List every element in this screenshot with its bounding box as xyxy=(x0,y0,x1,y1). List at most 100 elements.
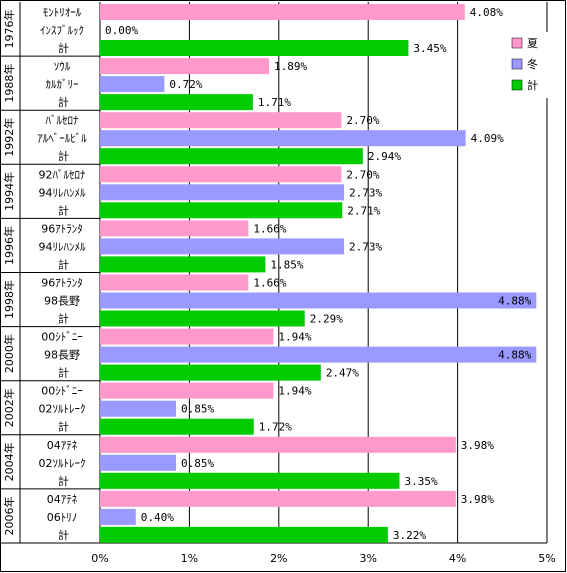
bar-total xyxy=(100,526,388,543)
year-label: 2000年 xyxy=(2,334,16,373)
data-label: 4.09% xyxy=(471,132,504,145)
bar-category-label: ｱﾙﾍﾞｰﾙﾋﾞﾙ xyxy=(37,132,87,145)
bar-category-label: 98長野 xyxy=(44,295,80,308)
category-labels: 1976年 ﾓﾝﾄﾘｵｰﾙ ｲﾝｽﾌﾞﾙｯｸ 計 1988年 ｿｳﾙ ｶﾙｶﾞﾘｰ 計 1992… xyxy=(2,6,87,542)
data-label: 0.72% xyxy=(169,78,202,91)
year-label: 1988年 xyxy=(2,64,16,103)
bar-category-label: 02ｿﾙﾄﾚｰｸ xyxy=(39,403,86,416)
x-tick-label: 2% xyxy=(270,552,287,565)
bar-category-label: 96ｱﾄﾗﾝﾀ xyxy=(41,222,83,235)
bar-category-label: ｿｳﾙ xyxy=(54,60,71,73)
bar-category-label: 06ﾄﾘﾉ xyxy=(47,511,78,524)
bar-category-label: 94ﾘﾚﾊﾝﾒﾙ xyxy=(39,240,86,253)
bar-total xyxy=(100,472,400,489)
bar-total xyxy=(100,364,321,381)
bar-total xyxy=(100,256,266,273)
data-label: 1.71% xyxy=(258,96,291,109)
bar-category-label: 計 xyxy=(58,474,69,488)
year-label: 1992年 xyxy=(2,118,16,157)
x-tick-label: 5% xyxy=(538,552,555,565)
bars xyxy=(100,4,537,543)
bar-summer xyxy=(100,274,249,291)
bar-summer xyxy=(100,112,342,129)
bar-category-label: 00ｼﾄﾞﾆｰ xyxy=(41,385,83,398)
bar-category-label: 計 xyxy=(58,312,69,326)
data-label: 3.22% xyxy=(393,529,426,542)
bar-category-label: 計 xyxy=(58,257,69,271)
data-label: 3.98% xyxy=(461,493,494,506)
data-label: 1.89% xyxy=(274,60,307,73)
bar-total xyxy=(100,202,343,219)
bar-category-label: 94ﾘﾚﾊﾝﾒﾙ xyxy=(39,186,86,199)
data-label: 2.70% xyxy=(346,114,379,127)
data-label: 3.35% xyxy=(404,475,437,488)
legend: 夏冬計 xyxy=(508,32,553,98)
bar-category-label: 00ｼﾄﾞﾆｰ xyxy=(41,331,83,344)
bar-summer xyxy=(100,328,274,345)
bar-winter xyxy=(100,184,345,201)
year-label: 1996年 xyxy=(2,226,16,265)
bar-winter xyxy=(100,76,165,93)
data-labels: 4.08% 0.00% 3.45% 1.89% 0.72% 1.71% 2.70% 4.09%… xyxy=(105,6,532,542)
bar-winter xyxy=(100,508,136,525)
data-label: 2.70% xyxy=(346,168,379,181)
bar-category-label: 計 xyxy=(58,95,69,109)
data-label: 3.98% xyxy=(461,439,494,452)
legend-label: 冬 xyxy=(527,57,538,71)
data-label: 2.94% xyxy=(368,150,401,163)
bar-summer xyxy=(100,490,456,507)
data-label: 2.73% xyxy=(349,186,382,199)
bar-winter xyxy=(100,130,466,147)
bar-category-label: 計 xyxy=(58,366,69,380)
data-label: 0.85% xyxy=(181,403,214,416)
legend-label: 計 xyxy=(527,78,538,92)
bar-summer xyxy=(100,166,342,183)
bar-winter xyxy=(100,238,345,255)
bar-total xyxy=(100,94,253,111)
bar-winter xyxy=(100,400,176,417)
data-label: 3.45% xyxy=(413,42,446,55)
legend-swatch xyxy=(511,58,523,70)
bar-category-label: 92ﾊﾞﾙｾﾛﾅ xyxy=(39,168,86,181)
x-tick-label: 1% xyxy=(181,552,198,565)
data-label: 1.66% xyxy=(253,277,286,290)
x-tick-label: 3% xyxy=(359,552,376,565)
bar-summer xyxy=(100,220,249,237)
legend-label: 夏 xyxy=(527,37,538,50)
bar-total xyxy=(100,148,363,165)
year-label: 1976年 xyxy=(2,10,16,49)
year-label: 2004年 xyxy=(2,442,16,481)
bar-category-label: ｶﾙｶﾞﾘｰ xyxy=(46,78,79,91)
year-label: 1994年 xyxy=(2,172,16,211)
bar-category-label: 96ｱﾄﾗﾝﾀ xyxy=(41,277,83,290)
year-label: 2006年 xyxy=(2,496,16,535)
bar-category-label: ｲﾝｽﾌﾞﾙｯｸ xyxy=(40,24,84,37)
bar-category-label: 04ｱﾃﾈ xyxy=(47,439,78,452)
data-label: 4.88% xyxy=(498,349,531,362)
x-axis: 0% 1% 2% 3% 4% 5% xyxy=(91,552,555,565)
x-tick-label: 4% xyxy=(449,552,466,565)
bar-category-label: 計 xyxy=(58,528,69,542)
bar-total xyxy=(100,310,305,327)
legend-swatch xyxy=(511,37,523,49)
bar-category-label: 計 xyxy=(58,149,69,163)
bar-total xyxy=(100,418,254,435)
bar-winter xyxy=(100,454,176,471)
data-label: 0.40% xyxy=(141,511,174,524)
bar-summer xyxy=(100,436,456,453)
data-label: 1.66% xyxy=(253,222,286,235)
x-tick-label: 0% xyxy=(91,552,108,565)
bar-category-label: ﾊﾞﾙｾﾛﾅ xyxy=(46,114,79,127)
data-label: 2.73% xyxy=(349,240,382,253)
bar-winter xyxy=(100,346,537,363)
bar-category-label: 計 xyxy=(58,420,69,434)
bar-category-label: 計 xyxy=(58,41,69,55)
legend-swatch xyxy=(511,79,523,91)
data-label: 0.00% xyxy=(105,24,138,37)
bar-winter xyxy=(100,292,537,309)
bar-summer xyxy=(100,382,274,399)
data-label: 0.85% xyxy=(181,457,214,470)
bar-summer xyxy=(100,4,465,20)
bar-category-label: 04ｱﾃﾈ xyxy=(47,493,78,506)
